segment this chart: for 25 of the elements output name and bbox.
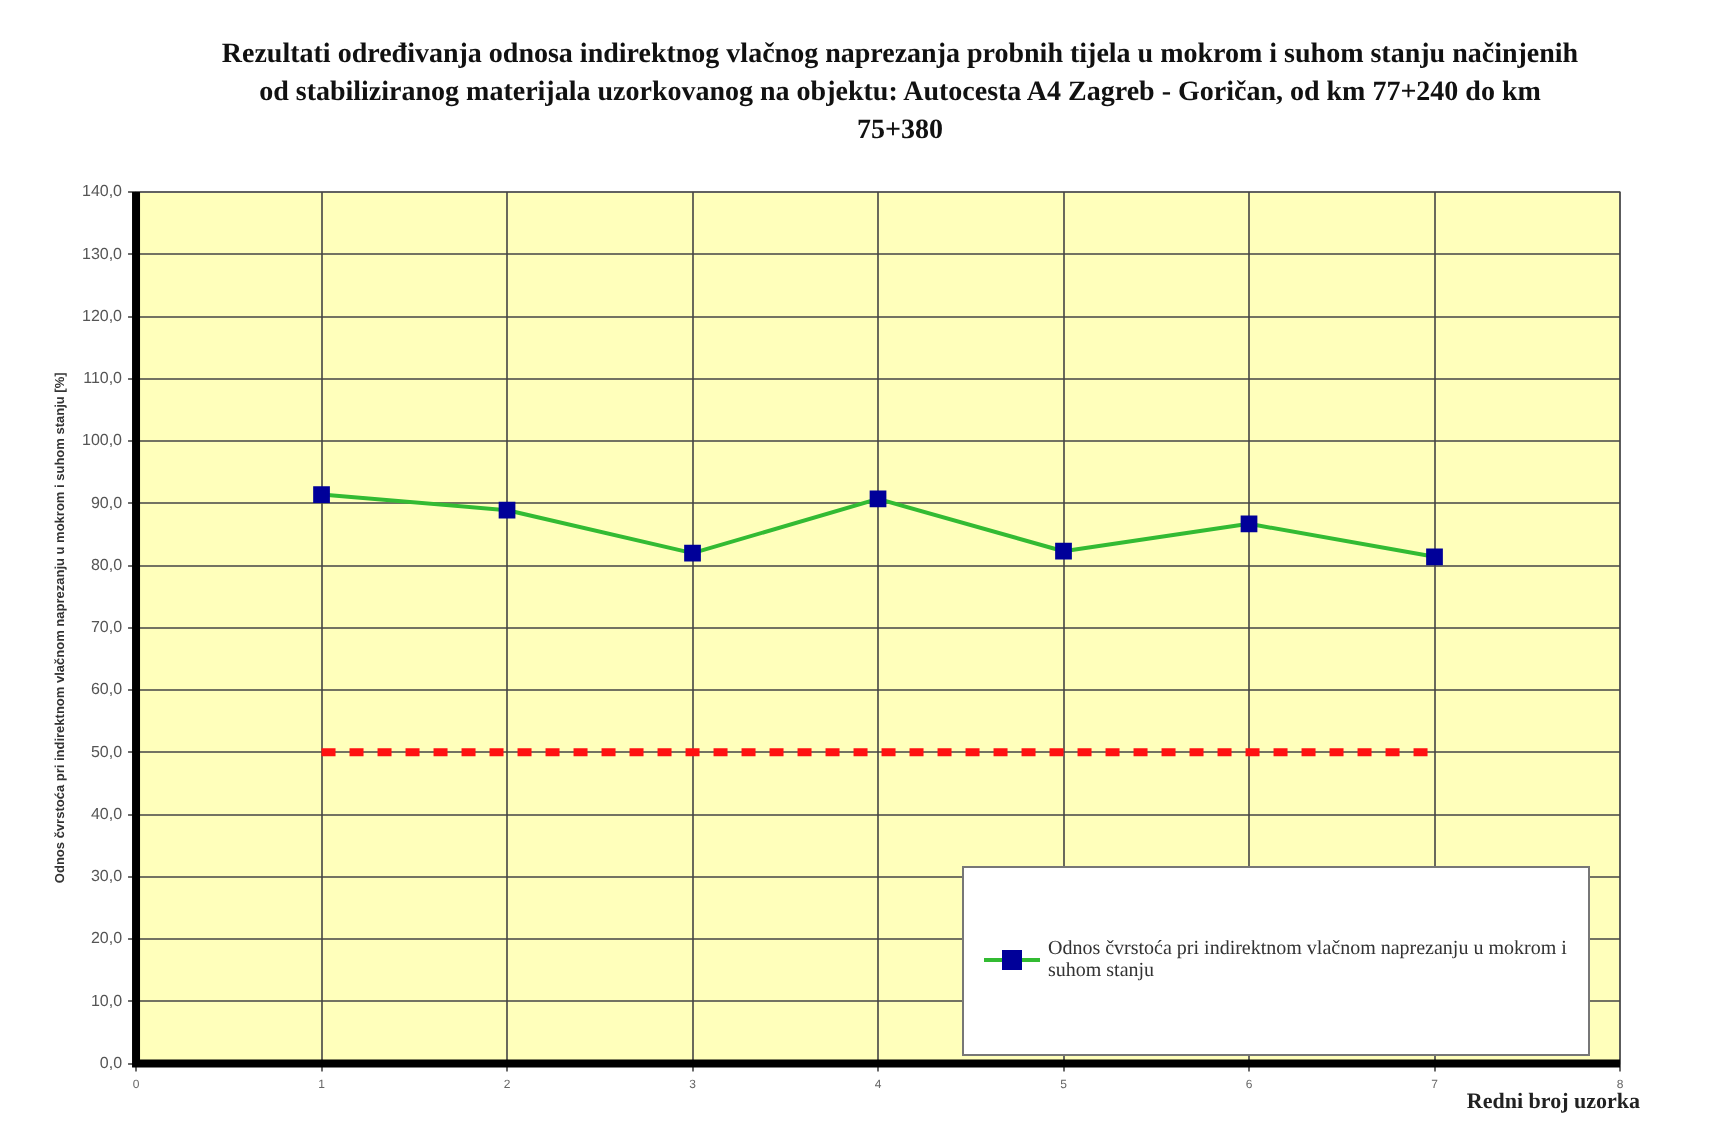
point	[684, 544, 701, 562]
point	[313, 486, 330, 503]
point	[1240, 515, 1258, 533]
y-tick-label: 130,0	[81, 244, 124, 263]
y-tick-label: 120,0	[81, 306, 124, 325]
legend-label: Odnos čvrstoća pri indirektnom vlačnom naprezanju u mokrom i suhom stanju	[1048, 938, 1568, 983]
y-tick-label: 20,0	[90, 929, 124, 948]
y-tick-label: 100,0	[81, 431, 124, 450]
y-tick-label: 40,0	[90, 804, 124, 823]
point	[1426, 548, 1443, 566]
y-tick-label: 30,0	[90, 867, 124, 886]
y-tick-label: 90,0	[90, 493, 124, 512]
y-tick-label: 110,0	[83, 369, 124, 388]
x-axis-title: Redni broj uzorka	[1466, 1089, 1640, 1114]
point	[498, 501, 516, 519]
y-tick-label: 50,0	[90, 742, 124, 761]
y-tick-label: 80,0	[90, 555, 124, 574]
point	[869, 490, 887, 508]
y-tick-label: 0,0	[99, 1054, 124, 1073]
y-tick-label: 60,0	[90, 680, 124, 699]
point	[1055, 542, 1072, 560]
y-tick-label: 70,0	[90, 618, 124, 637]
chart-title: Rezultati određivanja odnosa indirektnog vlačnog naprezanja probnih tijela u mokrom i suhom stanju načinjenih od stabiliziranog materijala uzorkovanog na objektu: Autocesta A4 Zagreb - Goričan, od km 77+240 do km 75+380	[220, 38, 1580, 150]
y-tick-label: 10,0	[90, 991, 124, 1010]
y-tick-label: 140,0	[81, 182, 124, 201]
